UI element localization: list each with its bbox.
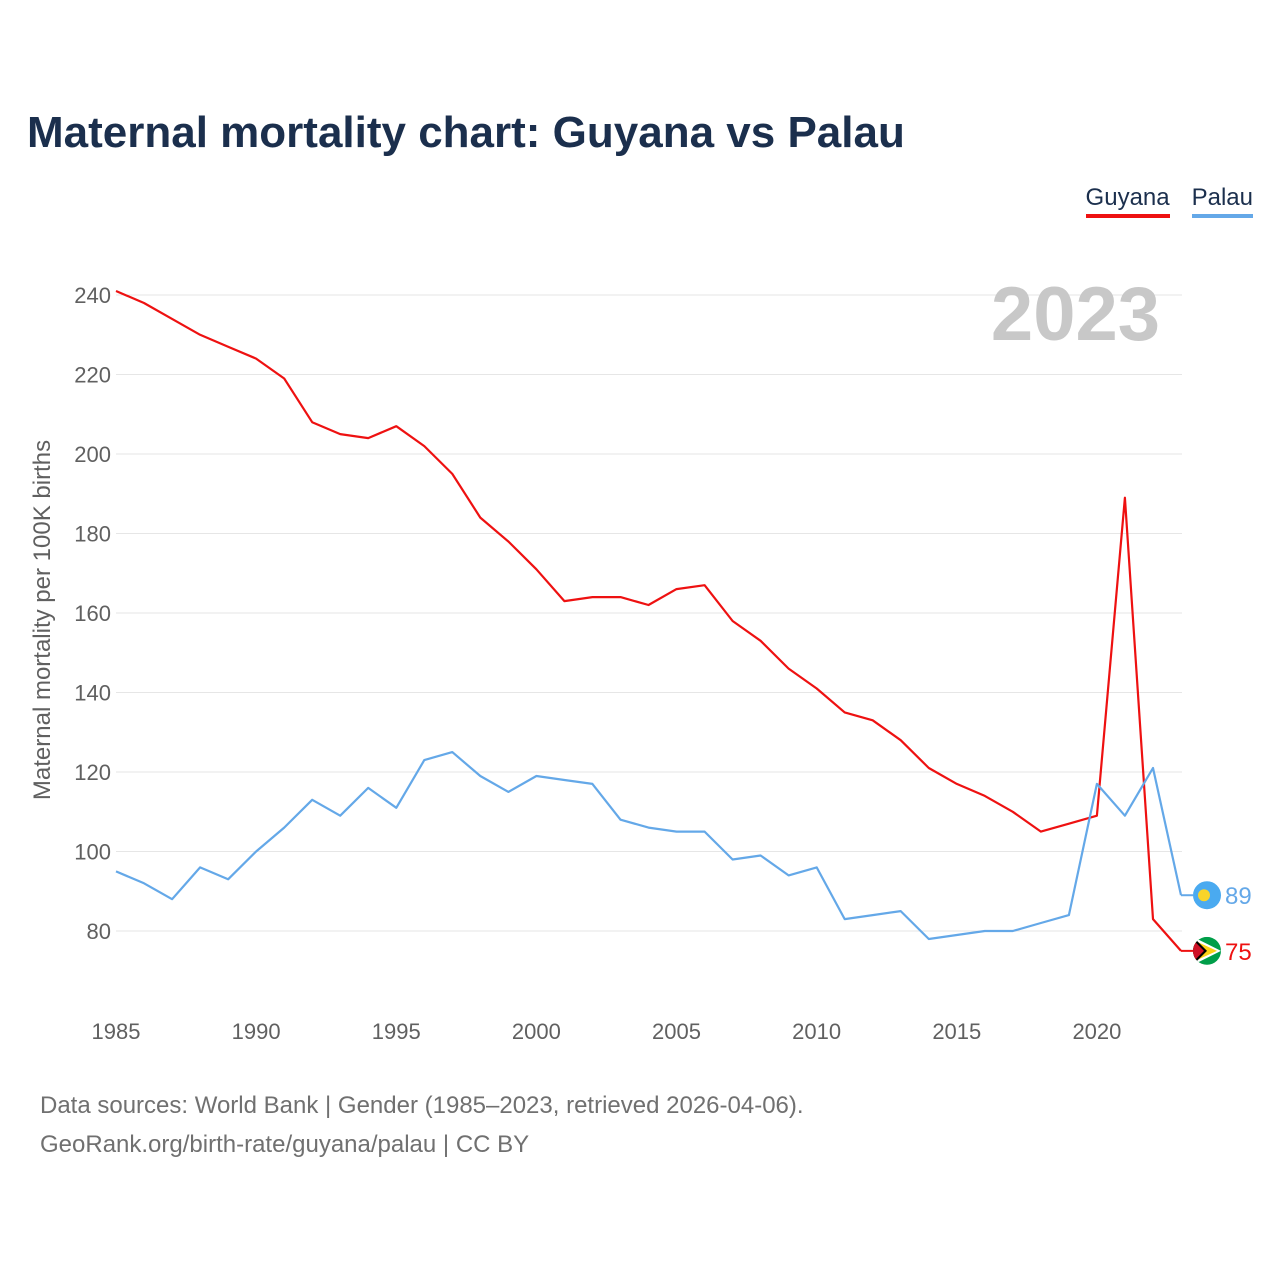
- attribution-text: GeoRank.org/birth-rate/guyana/palau | CC…: [40, 1131, 530, 1158]
- x-tick-label: 2000: [512, 1019, 561, 1044]
- series-line-guyana: [115, 289, 1182, 952]
- palau-flag-icon: [1193, 881, 1221, 910]
- grid-lines: [116, 294, 1182, 932]
- y-tick-label: 120: [74, 760, 111, 785]
- y-tick-label: 80: [87, 919, 111, 944]
- end-value-guyana: 75: [1225, 939, 1252, 966]
- x-tick-label: 2020: [1072, 1019, 1121, 1044]
- y-tick-label: 240: [74, 283, 111, 308]
- x-tick-label: 1995: [372, 1019, 421, 1044]
- footer: Data sources: World Bank | Gender (1985–…: [40, 1086, 804, 1164]
- end-value-palau: 89: [1225, 883, 1252, 910]
- y-tick-label: 160: [74, 601, 111, 626]
- y-axis-ticks: 80 100 120 140 160 180 200 220 240: [74, 283, 111, 944]
- y-tick-label: 100: [74, 840, 111, 865]
- legend: Guyana Palau: [1085, 184, 1253, 218]
- end-markers: 75 89: [1181, 881, 1252, 966]
- y-tick-label: 200: [74, 442, 111, 467]
- x-tick-label: 1985: [92, 1019, 141, 1044]
- x-tick-label: 1990: [232, 1019, 281, 1044]
- legend-item-palau[interactable]: Palau: [1191, 184, 1253, 218]
- chart-title: Maternal mortality chart: Guyana vs Pala…: [27, 108, 905, 157]
- series-line-palau: [115, 750, 1183, 941]
- data-source-text: Data sources: World Bank | Gender (1985–…: [40, 1092, 804, 1119]
- y-axis-label: Maternal mortality per 100K births: [29, 440, 56, 800]
- legend-item-guyana[interactable]: Guyana: [1085, 184, 1170, 218]
- year-watermark: 2023: [991, 272, 1160, 357]
- y-tick-label: 140: [74, 681, 111, 706]
- series-group: [115, 289, 1183, 952]
- x-tick-label: 2015: [932, 1019, 981, 1044]
- x-tick-label: 2005: [652, 1019, 701, 1044]
- y-tick-label: 220: [74, 363, 111, 388]
- guyana-flag-icon: [1193, 936, 1221, 965]
- y-tick-label: 180: [74, 522, 111, 547]
- x-axis-ticks: 1985 1990 1995 2000 2005 2010 2015 2020: [92, 1019, 1122, 1044]
- x-tick-label: 2010: [792, 1019, 841, 1044]
